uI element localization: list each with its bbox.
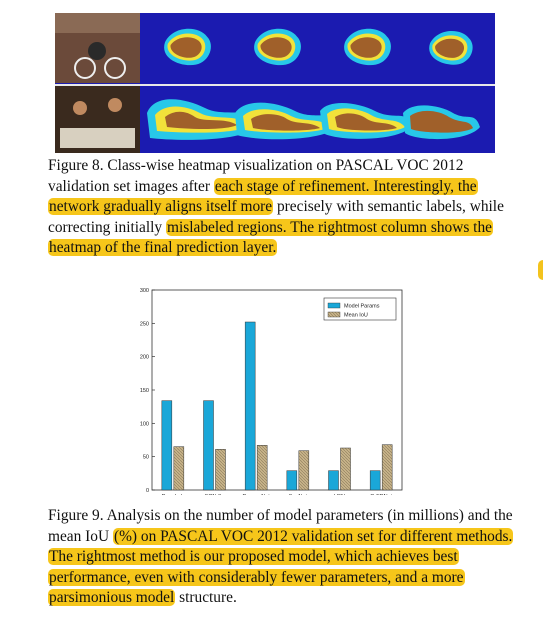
bar-mean-iou (298, 450, 310, 491)
heatmap-stage-2 (254, 28, 301, 66)
figure9-part-2: structure. (175, 589, 237, 607)
heatmap-bottom-3 (320, 103, 413, 139)
figure-row-divider (55, 84, 495, 86)
bar-model-params (369, 470, 381, 491)
bar-model-params (328, 470, 339, 491)
legend-box (323, 297, 397, 321)
heatmap-figure (55, 13, 495, 153)
bar-model-params (203, 400, 214, 491)
bar-mean-iou (381, 444, 393, 491)
figure-8-caption: Figure 8. Class-wise heatmap visualizati… (48, 156, 518, 259)
heatmap-stage-4 (429, 30, 473, 65)
y-tick-label: 100 (140, 421, 149, 427)
legend-label: Mean IoU (344, 313, 368, 319)
plot-area (151, 289, 403, 491)
heatmap-bottom-4 (403, 105, 480, 140)
highlight-marker (538, 260, 543, 280)
legend-swatch (327, 302, 341, 309)
heatmap-bottom-1 (147, 99, 260, 140)
x-tick-label: SegNet (289, 494, 308, 495)
heatmap-bottom-2 (235, 102, 340, 140)
bar-model-params (286, 470, 298, 491)
heatmap-stage-1 (164, 28, 211, 66)
figure8-part-0: Figure 8. Class-wise heatmap visualizati… (48, 157, 464, 195)
bar-model-params (244, 321, 256, 491)
figure9-part-1: (%) on PASCAL VOC 2012 validation set fo… (48, 527, 514, 607)
bar-mean-iou (340, 447, 351, 491)
x-tick-label: FCN-8s (205, 494, 224, 495)
bar-mean-iou (256, 445, 268, 491)
legend-swatch (327, 311, 341, 318)
x-tick-label: DeconvNet (243, 494, 271, 495)
y-tick-label: 50 (143, 455, 149, 461)
figure8-part-2: precisely with semantic labels, while co… (48, 198, 504, 236)
y-tick-label: 200 (140, 355, 149, 361)
figure-9-caption: Figure 9. Analysis on the number of mode… (48, 506, 518, 609)
heatmap-stage-3 (344, 28, 391, 66)
x-tick-label: LRN (334, 494, 345, 495)
legend-label: Model Params (344, 304, 380, 310)
heatmap-grid (55, 13, 480, 153)
y-tick-label: 250 (140, 321, 149, 327)
bar-mean-iou (173, 446, 185, 491)
bar-mean-iou (215, 449, 226, 491)
figure9-part-0: Figure 9. Analysis on the number of mode… (48, 507, 513, 545)
bar-model-params (161, 400, 173, 491)
y-tick-label: 150 (140, 388, 149, 394)
y-tick-label: 300 (140, 288, 149, 294)
bar-chart: 0 50 100 150 200 250 300 DeepLab FCN-8s DeconvNet… (140, 288, 403, 495)
x-tick-label: DeepLab (162, 494, 184, 495)
y-tick-label: 0 (146, 488, 149, 494)
x-tick-label: G-FRNet (370, 494, 392, 495)
